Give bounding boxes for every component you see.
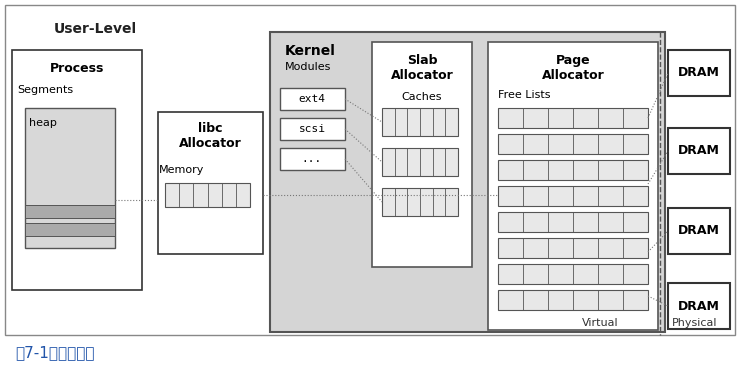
FancyBboxPatch shape	[498, 160, 648, 180]
FancyBboxPatch shape	[668, 128, 730, 174]
FancyBboxPatch shape	[498, 212, 648, 232]
FancyBboxPatch shape	[5, 5, 735, 335]
FancyBboxPatch shape	[498, 238, 648, 258]
Text: 图7-1内存分配器: 图7-1内存分配器	[15, 345, 95, 360]
Text: ext4: ext4	[298, 94, 326, 104]
FancyBboxPatch shape	[280, 118, 345, 140]
FancyBboxPatch shape	[498, 290, 648, 310]
Text: DRAM: DRAM	[678, 145, 720, 158]
FancyBboxPatch shape	[372, 42, 472, 267]
FancyBboxPatch shape	[668, 208, 730, 254]
FancyBboxPatch shape	[382, 108, 458, 136]
Text: Allocator: Allocator	[178, 137, 241, 150]
FancyBboxPatch shape	[382, 148, 458, 176]
Text: Memory: Memory	[159, 165, 205, 175]
FancyBboxPatch shape	[382, 188, 458, 216]
Text: Segments: Segments	[17, 85, 73, 95]
FancyBboxPatch shape	[280, 148, 345, 170]
Text: Page: Page	[556, 54, 591, 67]
Text: DRAM: DRAM	[678, 224, 720, 238]
FancyBboxPatch shape	[668, 283, 730, 329]
Text: Process: Process	[50, 62, 104, 75]
FancyBboxPatch shape	[498, 264, 648, 284]
FancyBboxPatch shape	[158, 112, 263, 254]
Text: DRAM: DRAM	[678, 300, 720, 312]
FancyBboxPatch shape	[25, 223, 115, 236]
FancyBboxPatch shape	[165, 183, 250, 207]
Text: Virtual: Virtual	[582, 318, 619, 328]
FancyBboxPatch shape	[488, 42, 658, 330]
Text: Free Lists: Free Lists	[498, 90, 551, 100]
FancyBboxPatch shape	[12, 50, 142, 290]
FancyBboxPatch shape	[498, 134, 648, 154]
Text: Modules: Modules	[285, 62, 332, 72]
Text: Physical: Physical	[672, 318, 718, 328]
Text: Kernel: Kernel	[285, 44, 336, 58]
FancyBboxPatch shape	[25, 108, 115, 248]
Text: scsi: scsi	[298, 124, 326, 134]
Text: Slab: Slab	[407, 54, 437, 67]
Text: ...: ...	[302, 154, 322, 164]
Text: libc: libc	[198, 122, 222, 135]
FancyBboxPatch shape	[25, 205, 115, 218]
FancyBboxPatch shape	[498, 186, 648, 206]
Text: User-Level: User-Level	[53, 22, 137, 36]
Text: Allocator: Allocator	[542, 69, 605, 82]
Text: DRAM: DRAM	[678, 66, 720, 80]
FancyBboxPatch shape	[280, 88, 345, 110]
Text: heap: heap	[29, 118, 57, 128]
Text: Allocator: Allocator	[391, 69, 454, 82]
FancyBboxPatch shape	[270, 32, 665, 332]
Text: Caches: Caches	[402, 92, 443, 102]
FancyBboxPatch shape	[668, 50, 730, 96]
FancyBboxPatch shape	[498, 108, 648, 128]
